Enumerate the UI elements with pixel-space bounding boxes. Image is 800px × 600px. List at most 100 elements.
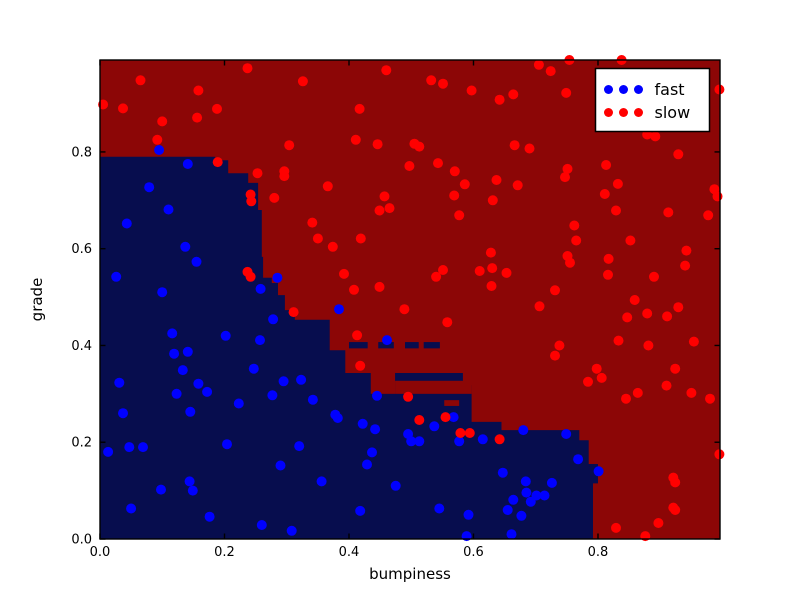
scatter-point-fast	[434, 503, 445, 514]
scatter-point-slow	[135, 75, 146, 86]
scatter-point-slow	[433, 158, 443, 169]
scatter-point-fast	[138, 442, 148, 453]
scatter-point-slow	[152, 134, 163, 145]
scatter-point-fast	[372, 390, 382, 401]
x-tick-label: 0.6	[463, 545, 484, 560]
scatter-point-slow	[438, 78, 448, 89]
slow-region-patch	[370, 369, 396, 394]
scatter-point-slow	[449, 166, 460, 177]
scatter-point-slow	[454, 210, 465, 221]
y-tick-label: 0.2	[71, 436, 92, 451]
scatter-point-slow	[545, 66, 556, 77]
scatter-point-slow	[670, 477, 681, 488]
scatter-point-fast	[367, 447, 377, 458]
scatter-point-fast	[121, 218, 132, 229]
scatter-point-fast	[144, 182, 155, 193]
x-tick-label: 0.4	[339, 545, 360, 560]
scatter-point-slow	[354, 103, 365, 114]
scatter-point-fast	[362, 459, 372, 470]
fast-region-patch	[405, 342, 419, 349]
scatter-point-fast	[171, 388, 182, 399]
scatter-point-fast	[220, 330, 231, 341]
scatter-point-fast	[126, 503, 137, 514]
scatter-point-fast	[286, 525, 297, 536]
scatter-point-slow	[591, 363, 602, 374]
scatter-point-slow	[512, 180, 523, 191]
scatter-point-fast	[180, 241, 191, 252]
scatter-point-fast	[406, 436, 417, 447]
scatter-point-slow	[494, 434, 505, 445]
scatter-point-slow	[466, 85, 477, 96]
scatter-point-slow	[670, 505, 681, 515]
scatter-point-slow	[459, 179, 470, 190]
scatter-point-slow	[157, 116, 168, 127]
scatter-point-fast	[508, 494, 519, 505]
scatter-point-slow	[613, 335, 624, 346]
scatter-point-slow	[649, 271, 659, 282]
legend-box	[594, 67, 711, 133]
scatter-point-fast	[307, 394, 318, 405]
axes-layer: 0.0 0.2 0.4 0.6 0.8 0.0 0.2 0.4 0.6 0.8	[71, 59, 721, 560]
x-tick-label: 0.8	[588, 545, 609, 560]
scatter-point-fast	[357, 418, 368, 429]
scatter-point-slow	[524, 143, 535, 154]
scatter-point-fast	[267, 390, 278, 401]
scatter-point-slow	[193, 85, 204, 96]
scatter-point-fast	[187, 485, 198, 496]
scatter-point-fast	[272, 272, 283, 283]
scatter-point-slow	[374, 205, 385, 216]
y-tick-label: 0.0	[71, 533, 92, 548]
scatter-point-slow	[327, 241, 338, 252]
scatter-point-slow	[284, 140, 295, 151]
scatter-point-slow	[464, 428, 475, 438]
scatter-point-slow	[661, 380, 672, 391]
scatter-point-slow	[487, 263, 498, 274]
legend-marker-slow	[634, 108, 643, 117]
scatter-point-slow	[662, 311, 673, 322]
scatter-point-slow	[494, 94, 505, 105]
scatter-point-slow	[403, 391, 414, 402]
fast-region-patch	[423, 342, 440, 349]
scatter-point-slow	[712, 191, 723, 202]
scatter-point-fast	[497, 467, 508, 478]
scatter-point-slow	[680, 260, 691, 271]
scatter-point-fast	[463, 509, 474, 520]
scatter-point-slow	[705, 393, 715, 404]
scatter-point-slow	[431, 271, 442, 282]
scatter-point-fast	[593, 466, 604, 477]
legend-marker-slow	[604, 108, 613, 117]
series-fast	[103, 145, 604, 542]
scatter-point-fast	[521, 487, 532, 498]
scatter-point-slow	[673, 149, 684, 160]
scatter-point-slow	[352, 330, 363, 341]
scatter-point-fast	[124, 442, 135, 453]
scatter-point-slow	[486, 281, 497, 291]
scatter-point-slow	[596, 372, 607, 383]
scatter-point-slow	[561, 87, 572, 98]
scatter-point-fast	[167, 328, 178, 339]
scatter-point-fast	[204, 511, 215, 522]
scatter-point-slow	[611, 522, 621, 533]
scatter-point-slow	[569, 220, 580, 231]
scatter-point-slow	[322, 181, 333, 192]
scatter-point-fast	[561, 429, 572, 439]
scatter-point-slow	[414, 141, 425, 152]
scatter-point-slow	[565, 257, 575, 268]
scatter-point-slow	[442, 317, 453, 328]
scatter-point-slow	[212, 103, 222, 114]
legend-marker-fast	[634, 85, 643, 94]
scatter-point-slow	[612, 178, 623, 189]
scatter-point-slow	[491, 175, 502, 185]
scatter-point-slow	[673, 302, 684, 313]
scatter-point-fast	[114, 377, 125, 388]
fast-region-patch	[348, 342, 368, 349]
scatter-point-slow	[560, 172, 570, 183]
scatter-point-slow	[339, 268, 349, 279]
scatter-point-slow	[508, 89, 519, 100]
scatter-point-slow	[414, 415, 425, 425]
legend-label-slow: slow	[655, 103, 691, 122]
scatter-point-slow	[288, 307, 299, 318]
scatter-point-fast	[255, 335, 265, 346]
scatter-point-slow	[550, 285, 560, 296]
